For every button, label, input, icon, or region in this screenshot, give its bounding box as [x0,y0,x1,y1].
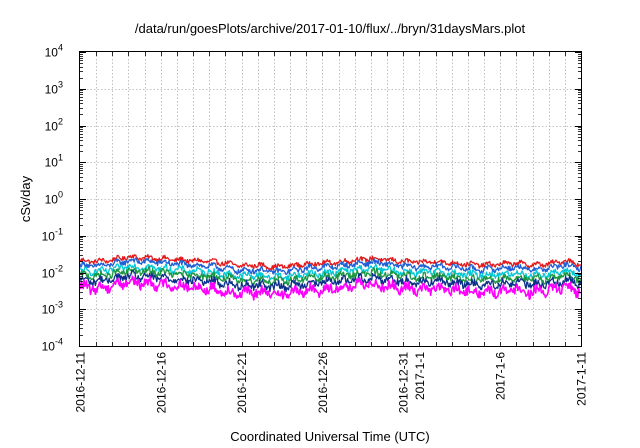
y-tick-label: 10-1 [42,227,63,244]
series-line [79,253,582,271]
x-tick-label: 2017-1-6 [494,352,508,400]
x-tick-label: 2016-12-16 [154,352,168,414]
x-tick-labels: 2016-12-11 2016-12-16 2016-12-21 2016-12-26… [74,352,589,414]
y-tick-labels: 104 103 102 101 100 10-1 10-2 10-3 10-4 [42,43,63,354]
x-tick-label: 2017-1-1 [413,352,427,400]
plot-frame [79,51,582,347]
y-tick-label: 101 [45,153,63,170]
series-layer [79,253,582,301]
series-line [79,257,582,276]
x-tick-label: 2016-12-21 [235,352,249,414]
x-tick-label: 2016-12-26 [316,352,330,414]
y-tick-label: 10-4 [42,337,63,354]
x-tick-label: 2016-12-31 [397,352,411,414]
series-line [79,275,582,301]
y-tick-label: 10-2 [42,264,63,281]
grid-lines [80,52,581,346]
series-line [79,266,582,287]
y-tick-label: 102 [45,117,63,134]
x-tick-label: 2016-12-11 [74,352,88,413]
y-tick-label: 104 [45,43,63,60]
y-tick-label: 100 [45,190,63,207]
series-line [79,263,582,282]
y-tick-label: 10-3 [42,300,63,317]
y-tick-label: 103 [45,80,63,97]
x-axis-label: Coordinated Universal Time (UTC) [230,429,429,444]
y-axis-label: cSv/day [18,175,33,222]
series-line [79,269,582,293]
axis-ticks [80,52,581,347]
x-tick-label: 2017-1-11 [575,352,589,406]
chart-title: /data/run/goesPlots/archive/2017-01-10/f… [135,21,526,36]
